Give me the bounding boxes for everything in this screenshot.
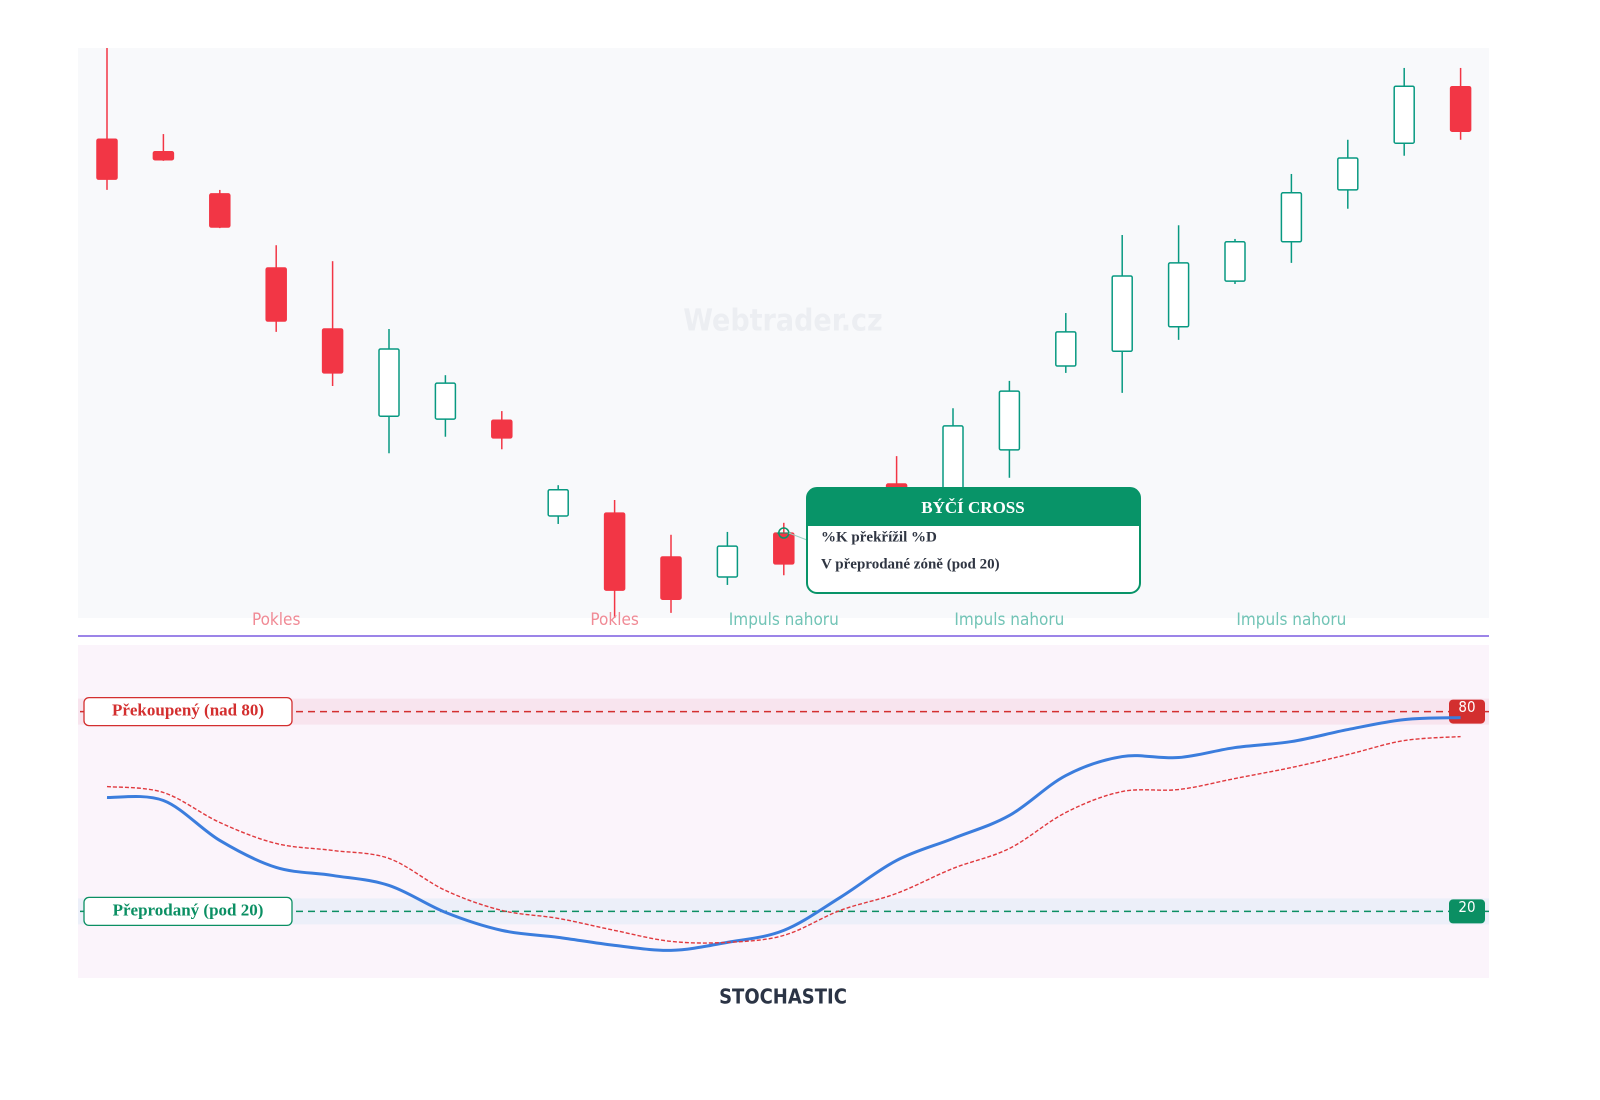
level-badge-label: 20: [1458, 898, 1475, 916]
candle-body: [96, 138, 118, 180]
candle-body: [1111, 275, 1133, 352]
k-line: [106, 716, 1461, 952]
candle-body: [152, 150, 175, 161]
candle-body: [321, 328, 344, 374]
candle-body: [265, 267, 287, 322]
candle-body: [716, 545, 739, 578]
panel-title: STOCHASTIC: [719, 985, 847, 1009]
watermark: Webtrader.cz: [683, 304, 882, 339]
candle-body: [1055, 331, 1077, 367]
tooltip-header: [807, 488, 1140, 526]
stochastic-pane: [78, 645, 1489, 978]
tooltip-title: BÝČÍ CROSS: [921, 498, 1024, 517]
candle-body: [1393, 85, 1415, 144]
candle-body: [660, 556, 682, 600]
candle-body: [547, 489, 569, 517]
annotation: Pokles: [252, 610, 300, 630]
level-badge: [1449, 899, 1485, 924]
level-label: Přeprodaný (pod 20): [113, 900, 264, 919]
annotation: Impuls nahoru: [1236, 610, 1346, 630]
annotation: Impuls nahoru: [729, 610, 839, 630]
candle-body: [1167, 262, 1190, 328]
level-label-box: [83, 696, 293, 727]
candle-body: [209, 193, 231, 228]
candle-body: [998, 390, 1021, 451]
candle-body: [1337, 157, 1359, 191]
tooltip-connector: [788, 532, 808, 541]
annotation: Pokles: [590, 610, 638, 630]
candle-body: [378, 348, 400, 417]
d-line: [106, 735, 1461, 944]
candle-body: [1224, 241, 1246, 282]
candle-body: [1280, 192, 1303, 243]
tooltip-line: %K překřížil %D: [821, 529, 937, 545]
level-label-box: [83, 896, 293, 927]
candle-body: [942, 425, 964, 496]
candle-body: [434, 382, 457, 420]
level-badge-label: 80: [1458, 698, 1475, 716]
candle-body: [491, 419, 513, 439]
candle-body: [603, 512, 626, 591]
annotation: Impuls nahoru: [954, 610, 1064, 630]
level-label: Překoupený (nad 80): [112, 701, 264, 720]
candle-body: [1449, 86, 1472, 132]
tooltip-line: V přeprodané zóně (pod 20): [821, 556, 1000, 572]
